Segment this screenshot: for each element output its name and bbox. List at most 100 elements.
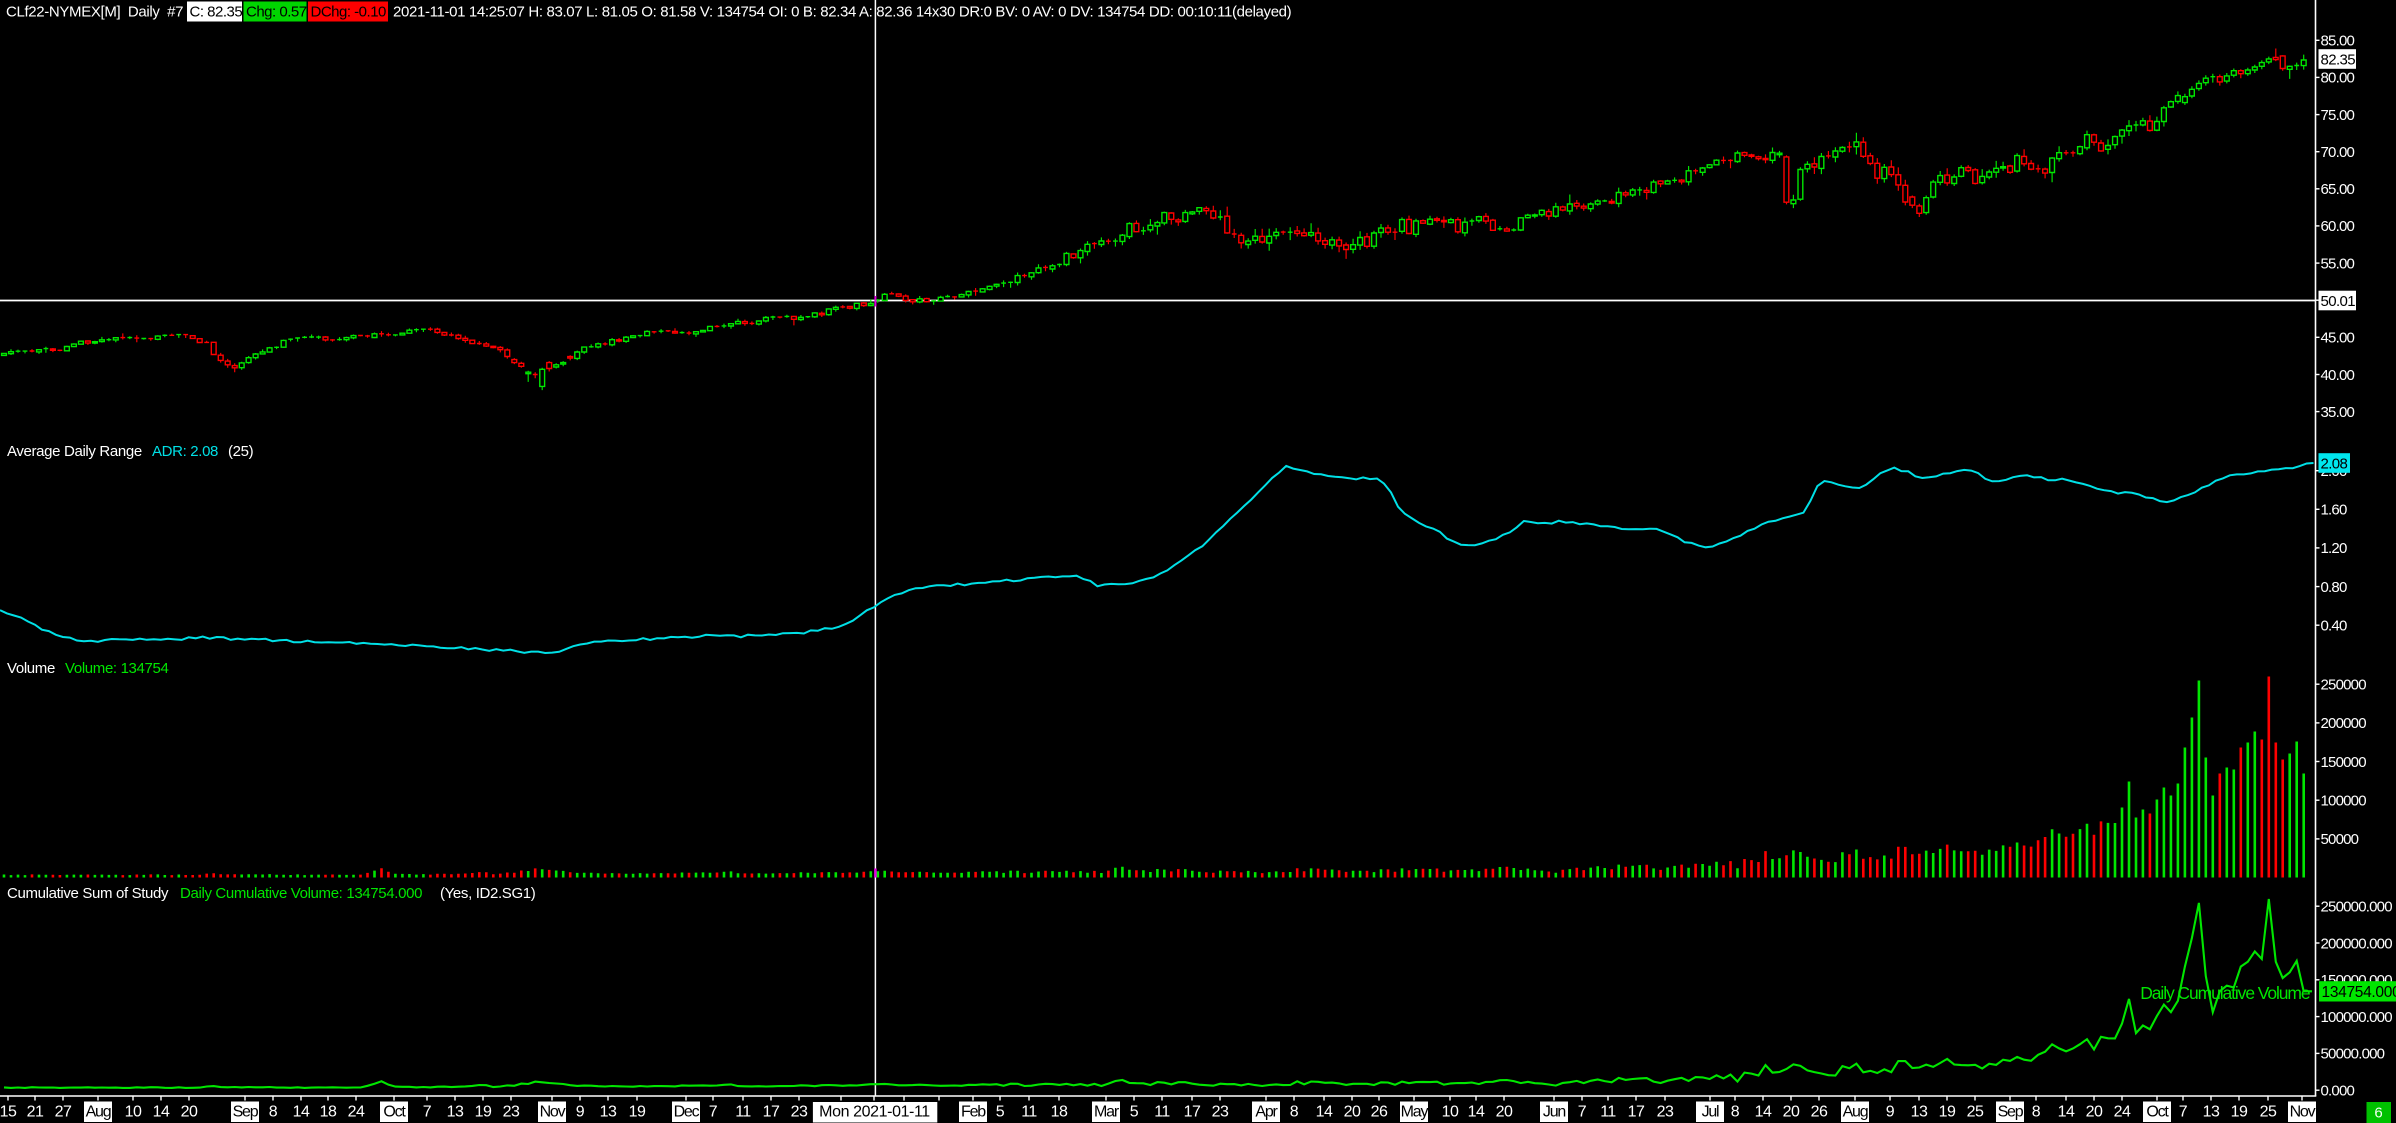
svg-text:13: 13	[600, 1104, 617, 1121]
svg-text:134754.000: 134754.000	[2322, 984, 2396, 1001]
svg-text:14: 14	[2058, 1104, 2075, 1121]
svg-text:DChg: -0.10: DChg: -0.10	[311, 4, 387, 21]
svg-text:17: 17	[1184, 1104, 1201, 1121]
svg-text:50000.000: 50000.000	[2321, 1046, 2385, 1063]
svg-text:13: 13	[2203, 1104, 2220, 1121]
svg-text:11: 11	[1021, 1104, 1037, 1121]
svg-text:13: 13	[1911, 1104, 1928, 1121]
svg-text:50.01: 50.01	[2321, 293, 2356, 310]
svg-text:14: 14	[1316, 1104, 1333, 1121]
svg-text:19: 19	[2231, 1104, 2248, 1121]
svg-text:0.000: 0.000	[2321, 1083, 2355, 1100]
svg-text:75.00: 75.00	[2321, 107, 2355, 124]
svg-text:150000: 150000	[2321, 754, 2367, 771]
svg-text:100000.000: 100000.000	[2321, 1009, 2393, 1026]
svg-text:24: 24	[2114, 1104, 2131, 1121]
svg-text:9: 9	[1886, 1104, 1895, 1121]
svg-text:Volume: Volume	[7, 660, 55, 677]
svg-text:Average Daily Range: Average Daily Range	[7, 443, 142, 460]
svg-text:55.00: 55.00	[2321, 255, 2355, 272]
svg-text:18: 18	[1051, 1104, 1068, 1121]
svg-text:13: 13	[447, 1104, 464, 1121]
svg-text:Cumulative Sum of Study: Cumulative Sum of Study	[7, 885, 169, 902]
svg-text:65.00: 65.00	[2321, 181, 2355, 198]
svg-text:Nov: Nov	[540, 1104, 566, 1121]
svg-text:17: 17	[1628, 1104, 1645, 1121]
svg-text:Mon 2021-01-11: Mon 2021-01-11	[819, 1104, 930, 1121]
svg-text:23: 23	[791, 1104, 808, 1121]
svg-text:Aug: Aug	[1843, 1104, 1868, 1121]
svg-text:20: 20	[1344, 1104, 1361, 1121]
svg-text:20: 20	[1783, 1104, 1800, 1121]
svg-text:40.00: 40.00	[2321, 367, 2355, 384]
svg-text:50000: 50000	[2321, 831, 2359, 848]
svg-text:Oct: Oct	[2146, 1104, 2169, 1121]
svg-text:27: 27	[55, 1104, 72, 1121]
svg-text:20: 20	[2086, 1104, 2103, 1121]
svg-text:14: 14	[293, 1104, 310, 1121]
svg-text:15: 15	[0, 1104, 17, 1121]
svg-text:CLf22-NYMEX[M] Daily #7: CLf22-NYMEX[M] Daily #7	[6, 4, 183, 21]
svg-text:19: 19	[629, 1104, 646, 1121]
svg-text:2.08: 2.08	[2321, 455, 2348, 472]
svg-text:2021-11-01 14:25:07 H: 83.07 L: 2021-11-01 14:25:07 H: 83.07 L: 81.05 O:…	[393, 4, 1292, 21]
svg-text:Dec: Dec	[674, 1104, 700, 1121]
svg-text:1.60: 1.60	[2321, 502, 2347, 519]
svg-text:11: 11	[1154, 1104, 1170, 1121]
svg-text:10: 10	[1442, 1104, 1459, 1121]
svg-text:35.00: 35.00	[2321, 404, 2355, 421]
svg-text:Nov: Nov	[2290, 1104, 2316, 1121]
svg-text:Jul: Jul	[1702, 1104, 1719, 1121]
svg-text:Apr: Apr	[1255, 1104, 1278, 1121]
svg-text:23: 23	[1657, 1104, 1674, 1121]
svg-text:Jun: Jun	[1543, 1104, 1565, 1121]
svg-text:20: 20	[181, 1104, 198, 1121]
svg-text:85.00: 85.00	[2321, 33, 2355, 50]
svg-text:5: 5	[996, 1104, 1005, 1121]
svg-text:11: 11	[735, 1104, 751, 1121]
svg-text:Sep: Sep	[1998, 1104, 2024, 1121]
svg-text:45.00: 45.00	[2321, 330, 2355, 347]
svg-text:25: 25	[1967, 1104, 1984, 1121]
svg-text:Daily Cumulative Volume: Daily Cumulative Volume	[2140, 983, 2310, 1003]
svg-text:6: 6	[2374, 1105, 2382, 1122]
svg-text:Daily Cumulative Volume: 13475: Daily Cumulative Volume: 134754.000	[180, 885, 422, 902]
svg-text:7: 7	[1578, 1104, 1587, 1121]
svg-text:8: 8	[269, 1104, 278, 1121]
svg-text:26: 26	[1811, 1104, 1828, 1121]
svg-text:10: 10	[125, 1104, 142, 1121]
svg-text:Feb: Feb	[961, 1104, 986, 1121]
svg-text:8: 8	[2032, 1104, 2041, 1121]
svg-text:Chg: 0.57: Chg: 0.57	[246, 4, 307, 21]
svg-text:7: 7	[2179, 1104, 2188, 1121]
svg-text:25: 25	[2260, 1104, 2277, 1121]
svg-text:21: 21	[27, 1104, 44, 1121]
svg-text:19: 19	[1939, 1104, 1956, 1121]
svg-text:14: 14	[1468, 1104, 1485, 1121]
svg-text:14: 14	[1755, 1104, 1772, 1121]
svg-text:Oct: Oct	[383, 1104, 406, 1121]
svg-text:5: 5	[1130, 1104, 1139, 1121]
svg-text:20: 20	[1496, 1104, 1513, 1121]
svg-text:7: 7	[709, 1104, 718, 1121]
svg-text:19: 19	[475, 1104, 492, 1121]
svg-text:0.80: 0.80	[2321, 579, 2347, 596]
svg-text:80.00: 80.00	[2321, 70, 2355, 87]
svg-text:200000.000: 200000.000	[2321, 935, 2393, 952]
svg-text:0.40: 0.40	[2321, 618, 2347, 635]
svg-text:250000: 250000	[2321, 677, 2367, 694]
svg-text:8: 8	[1290, 1104, 1299, 1121]
svg-text:Mar: Mar	[1094, 1104, 1120, 1121]
svg-text:7: 7	[423, 1104, 432, 1121]
svg-text:23: 23	[1212, 1104, 1229, 1121]
svg-text:8: 8	[1731, 1104, 1740, 1121]
svg-text:11: 11	[1600, 1104, 1616, 1121]
svg-text:60.00: 60.00	[2321, 218, 2355, 235]
svg-text:9: 9	[576, 1104, 585, 1121]
svg-text:ADR: 2.08: ADR: 2.08	[152, 443, 218, 460]
svg-text:26: 26	[1371, 1104, 1388, 1121]
svg-text:14: 14	[153, 1104, 170, 1121]
svg-text:Aug: Aug	[86, 1104, 111, 1121]
svg-text:C: 82.35: C: 82.35	[190, 4, 243, 21]
svg-text:200000: 200000	[2321, 715, 2367, 732]
